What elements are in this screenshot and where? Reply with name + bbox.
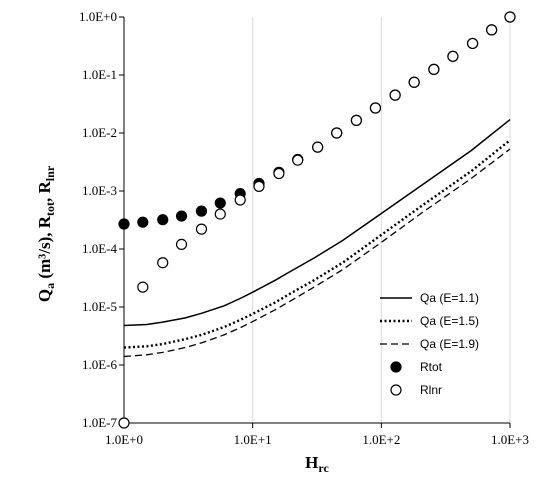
marker-rlnr (195, 223, 208, 235)
marker-rlnr (408, 76, 420, 88)
gridlines (252, 17, 511, 423)
marker-rtot (157, 214, 169, 226)
marker-rlnr (137, 281, 149, 293)
y-tick-label: 1.0E-4 (82, 241, 118, 256)
y-axis-title-part: Q (35, 289, 54, 302)
marker-rlnr (486, 24, 498, 36)
y-tick-label: 1.0E-6 (82, 357, 118, 372)
y-tick-label: 1.0E-7 (82, 415, 118, 430)
x-tick-labels: 1.0E+0 1.0E+1 1.0E+2 1.0E+3 (105, 432, 529, 447)
legend-label-rlnr: Rlnr (420, 383, 442, 397)
y-tick-label: 1.0E-1 (82, 67, 117, 82)
y-axis-title-part: (m³/s), R (35, 215, 54, 283)
marker-rtot (118, 218, 130, 230)
marker-rlnr (369, 102, 382, 114)
y-axis-title-part: a (43, 283, 57, 289)
y-tick-label: 1.0E-2 (82, 125, 117, 140)
marker-rlnr (312, 141, 324, 153)
x-tick-label: 1.0E+1 (234, 432, 272, 447)
series-line-qa-e-1-9 (123, 148, 511, 358)
marker-rlnr (118, 417, 130, 429)
legend-label-rtot: Rtot (420, 360, 443, 374)
marker-rlnr (253, 180, 265, 193)
y-axis-title-part: , R (35, 180, 54, 202)
series-line-qa-e-1-5 (123, 139, 511, 349)
legend: Qa (E=1.1) Qa (E=1.5) Qa (E=1.9) Rtot Rlnr (380, 291, 479, 397)
x-tick-label: 1.0E+3 (491, 432, 529, 447)
marker-rlnr (350, 114, 362, 126)
marker-rlnr (157, 257, 169, 269)
y-tick-label: 1.0E-3 (82, 183, 117, 198)
marker-rtot (214, 197, 226, 209)
y-tick-labels: 1.0E+0 1.0E-1 1.0E-2 1.0E-3 1.0E-4 1.0E-5 1.0E… (79, 9, 118, 430)
x-axis-title-main: H (305, 453, 318, 472)
legend-label-qa-e-1-9: Qa (E=1.9) (420, 337, 479, 351)
y-axis-title-part: tot (43, 202, 57, 216)
marker-rlnr (428, 63, 440, 75)
y-tick-label: 1.0E+0 (79, 9, 117, 24)
marker-rlnr (466, 37, 479, 50)
marker-rlnr (214, 208, 226, 220)
x-axis-title-sub: rc (318, 461, 329, 475)
x-axis-title: Hrc (305, 453, 329, 475)
legend-label-qa-e-1-5: Qa (E=1.5) (420, 314, 479, 328)
marker-rtot (195, 205, 208, 217)
legend-symbol-rlnr (390, 384, 402, 396)
marker-rlnr (234, 194, 246, 206)
y-axis-title-part: lnr (43, 165, 57, 181)
series-group (123, 119, 511, 358)
y-axis-title: Qa (m³/s), Rtot, Rlnr (35, 165, 57, 302)
markers-group (118, 11, 516, 429)
marker-rlnr (504, 11, 516, 23)
marker-rlnr (447, 50, 459, 62)
y-tick-label: 1.0E-5 (82, 299, 117, 314)
legend-symbol-rtot (390, 361, 402, 373)
marker-rtot (175, 210, 188, 222)
legend-label-qa-e-1-1: Qa (E=1.1) (420, 291, 479, 305)
x-tick-label: 1.0E+2 (362, 432, 400, 447)
marker-rlnr (331, 127, 343, 139)
marker-rtot (137, 216, 149, 228)
marker-rlnr (273, 167, 285, 180)
marker-rlnr (175, 238, 188, 251)
marker-rlnr (292, 154, 304, 166)
series-line-qa-e-1-1 (123, 119, 511, 327)
x-tick-label: 1.0E+0 (105, 432, 143, 447)
marker-rlnr (389, 89, 401, 101)
